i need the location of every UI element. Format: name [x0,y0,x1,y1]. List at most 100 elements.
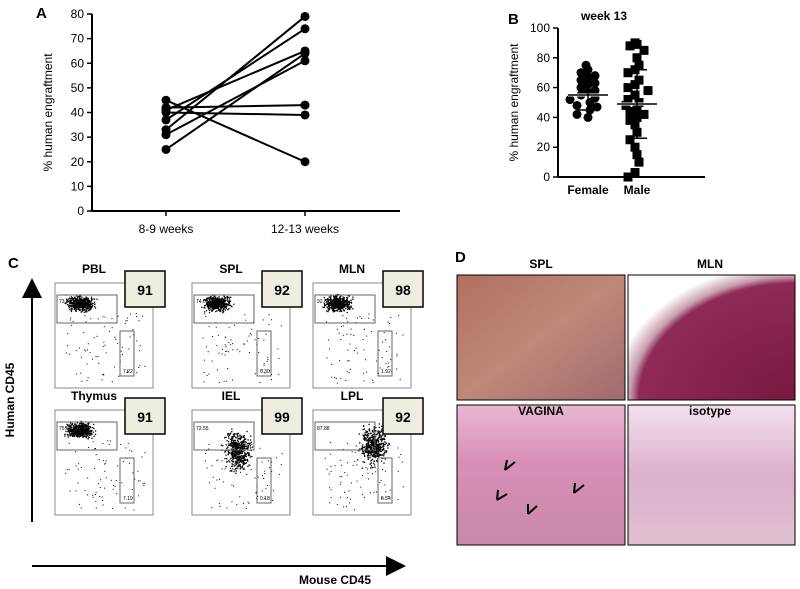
dot [90,352,91,353]
dot [367,435,368,436]
dot [225,344,226,345]
dot [216,327,217,328]
dot [72,436,73,437]
dot [93,432,94,433]
dot [384,439,385,440]
dot [322,306,323,307]
dot [281,325,282,326]
dot [327,309,328,310]
dot [225,297,226,298]
dot [371,454,372,455]
vagina-image [457,405,625,545]
dot [375,471,376,472]
dot [246,508,247,509]
dot [207,375,208,376]
dot [282,453,283,454]
dot [363,438,364,439]
dot [79,302,80,303]
plot-title: PBL [82,262,106,276]
dot [123,461,124,462]
dot [239,445,240,446]
series-line [166,100,305,162]
dot [231,306,232,307]
dot [84,306,85,307]
dot [226,351,227,352]
dot [237,349,238,350]
dot [234,465,235,466]
dot [237,466,238,467]
y-tick-label: 0 [543,170,550,184]
dot [379,350,380,351]
dot [109,331,110,332]
gate-label: 87.88 [317,426,330,432]
gate-label: 73.64 [59,299,72,305]
dot [211,301,212,302]
dot [267,361,268,362]
point [301,24,310,33]
dot [233,443,234,444]
dot [384,484,385,485]
dot [231,438,232,439]
dot [383,446,384,447]
dot [235,440,236,441]
dot [72,423,73,424]
dot [250,333,251,334]
y-tick-label: 80 [537,51,551,65]
dot [232,468,233,469]
dot [116,493,117,494]
dot [89,431,90,432]
dot [368,438,369,439]
dot [144,452,145,453]
dot [350,499,351,500]
dot [387,445,388,446]
dot [73,425,74,426]
dot [375,455,376,456]
dot [381,440,382,441]
dot [66,352,67,353]
dot [103,460,104,461]
dot [74,430,75,431]
dot [366,336,367,337]
dot [372,437,373,438]
dot [330,466,331,467]
dot [206,310,207,311]
dot [238,466,239,467]
spl-image [457,275,625,400]
dot [252,446,253,447]
dot [142,456,143,457]
dot [211,308,212,309]
dot [226,346,227,347]
dot [230,468,231,469]
dot [327,311,328,312]
dot [235,442,236,443]
dot [263,340,264,341]
dot [343,310,344,311]
dot [105,460,106,461]
y-tick-label: 100 [530,21,550,35]
dot [246,431,247,432]
dot [217,297,218,298]
dot [330,297,331,298]
dot [105,463,106,464]
dot [329,307,330,308]
dot [389,323,390,324]
point [162,106,171,115]
dot [365,451,366,452]
dot [83,306,84,307]
plot-title: IEL [222,389,241,403]
dot [204,307,205,308]
dot [365,359,366,360]
dot [251,444,252,445]
x-tick-label: Female [567,183,609,197]
dot [240,472,241,473]
dot [115,486,116,487]
dot [334,301,335,302]
dot [94,436,95,437]
dot [86,321,87,322]
dot [339,311,340,312]
dot [74,296,75,297]
dot [334,297,335,298]
dot [132,329,133,330]
dot [79,309,80,310]
dot [87,477,88,478]
